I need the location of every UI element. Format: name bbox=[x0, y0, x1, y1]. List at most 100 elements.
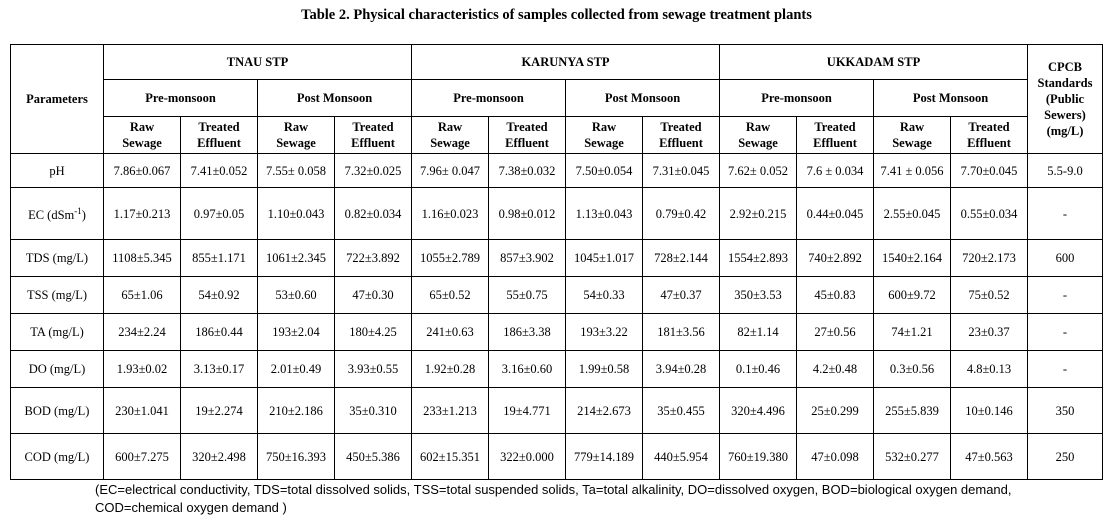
value-cell: 3.94±0.28 bbox=[642, 350, 720, 388]
standards-line: Standards bbox=[1037, 76, 1093, 90]
value-cell: 600±9.72 bbox=[873, 276, 951, 314]
header-plant: TNAU STP bbox=[103, 44, 412, 80]
value-cell: 1.17±0.213 bbox=[103, 187, 181, 240]
parameter-cell: DO (mg/L) bbox=[10, 350, 104, 388]
header-season: Post Monsoon bbox=[257, 79, 412, 117]
value-cell: 0.55±0.034 bbox=[950, 187, 1028, 240]
value-cell: 65±1.06 bbox=[103, 276, 181, 314]
table-row: TDS (mg/L) 1108±5.345 855±1.171 1061±2.3… bbox=[10, 239, 1103, 277]
header-row-sample: Raw Sewage Treated Effluent Raw Sewage Trea… bbox=[11, 116, 1103, 154]
value-cell: 0.97±0.05 bbox=[180, 187, 258, 240]
header-season: Pre-monsoon bbox=[411, 79, 566, 117]
header-parameters: Parameters bbox=[10, 44, 104, 154]
value-cell: 47±0.37 bbox=[642, 276, 720, 314]
parameter-cell: TDS (mg/L) bbox=[10, 239, 104, 277]
value-cell: 320±2.498 bbox=[180, 433, 258, 480]
header-season: Post Monsoon bbox=[873, 79, 1028, 117]
value-cell: 7.41±0.052 bbox=[180, 153, 258, 188]
value-cell: 2.55±0.045 bbox=[873, 187, 951, 240]
value-cell: 600±7.275 bbox=[103, 433, 181, 480]
value-cell: 193±3.22 bbox=[565, 313, 643, 351]
value-cell: 54±0.92 bbox=[180, 276, 258, 314]
value-cell: 0.98±0.012 bbox=[488, 187, 566, 240]
value-cell: 720±2.173 bbox=[950, 239, 1028, 277]
data-table: Parameters TNAU STP KARUNYA STP UKKADAM … bbox=[10, 44, 1103, 480]
value-cell: 82±1.14 bbox=[719, 313, 797, 351]
value-cell: 0.79±0.42 bbox=[642, 187, 720, 240]
table-row: BOD (mg/L) 230±1.041 19±2.274 210±2.186 … bbox=[10, 387, 1103, 434]
value-cell: 210±2.186 bbox=[257, 387, 335, 434]
value-cell: 0.3±0.56 bbox=[873, 350, 951, 388]
header-treated-effluent: Treated Effluent bbox=[796, 116, 874, 154]
value-cell: 750±16.393 bbox=[257, 433, 335, 480]
value-cell: 180±4.25 bbox=[334, 313, 412, 351]
value-cell: 740±2.892 bbox=[796, 239, 874, 277]
value-cell: 255±5.839 bbox=[873, 387, 951, 434]
value-cell: 54±0.33 bbox=[565, 276, 643, 314]
value-cell: 1108±5.345 bbox=[103, 239, 181, 277]
value-cell: 3.93±0.55 bbox=[334, 350, 412, 388]
header-treated-effluent: Treated Effluent bbox=[950, 116, 1028, 154]
header-raw-sewage: Raw Sewage bbox=[257, 116, 335, 154]
value-cell: 45±0.83 bbox=[796, 276, 874, 314]
value-cell: 7.86±0.067 bbox=[103, 153, 181, 188]
value-cell: 3.16±0.60 bbox=[488, 350, 566, 388]
header-raw-sewage: Raw Sewage bbox=[103, 116, 181, 154]
value-cell: 241±0.63 bbox=[411, 313, 489, 351]
standard-cell: 250 bbox=[1027, 433, 1103, 480]
header-season: Pre-monsoon bbox=[103, 79, 258, 117]
header-plant: UKKADAM STP bbox=[719, 44, 1028, 80]
value-cell: 0.82±0.034 bbox=[334, 187, 412, 240]
table-row: DO (mg/L) 1.93±0.02 3.13±0.17 2.01±0.49 … bbox=[10, 350, 1103, 388]
table-row: TA (mg/L) 234±2.24 186±0.44 193±2.04 180… bbox=[10, 313, 1103, 351]
value-cell: 855±1.171 bbox=[180, 239, 258, 277]
value-cell: 2.92±0.215 bbox=[719, 187, 797, 240]
value-cell: 47±0.30 bbox=[334, 276, 412, 314]
value-cell: 35±0.455 bbox=[642, 387, 720, 434]
parameter-cell: BOD (mg/L) bbox=[10, 387, 104, 434]
value-cell: 7.31±0.045 bbox=[642, 153, 720, 188]
standards-line: (mg/L) bbox=[1046, 124, 1084, 138]
value-cell: 350±3.53 bbox=[719, 276, 797, 314]
value-cell: 19±2.274 bbox=[180, 387, 258, 434]
value-cell: 0.1±0.46 bbox=[719, 350, 797, 388]
header-raw-sewage: Raw Sewage bbox=[873, 116, 951, 154]
value-cell: 2.01±0.49 bbox=[257, 350, 335, 388]
value-cell: 4.8±0.13 bbox=[950, 350, 1028, 388]
parameter-cell: TSS (mg/L) bbox=[10, 276, 104, 314]
standards-line: (Public bbox=[1045, 92, 1085, 106]
value-cell: 0.44±0.045 bbox=[796, 187, 874, 240]
value-cell: 23±0.37 bbox=[950, 313, 1028, 351]
parameter-cell: COD (mg/L) bbox=[10, 433, 104, 480]
header-treated-effluent: Treated Effluent bbox=[180, 116, 258, 154]
value-cell: 1045±1.017 bbox=[565, 239, 643, 277]
value-cell: 1.99±0.58 bbox=[565, 350, 643, 388]
value-cell: 1.10±0.043 bbox=[257, 187, 335, 240]
value-cell: 25±0.299 bbox=[796, 387, 874, 434]
value-cell: 35±0.310 bbox=[334, 387, 412, 434]
value-cell: 19±4.771 bbox=[488, 387, 566, 434]
value-cell: 234±2.24 bbox=[103, 313, 181, 351]
table-row: COD (mg/L) 600±7.275 320±2.498 750±16.39… bbox=[10, 433, 1103, 480]
header-row-seasons: Pre-monsoon Post Monsoon Pre-monsoon Pos… bbox=[11, 79, 1103, 117]
standard-cell: 5.5-9.0 bbox=[1027, 153, 1103, 188]
superscript: -1 bbox=[74, 206, 82, 217]
value-cell: 75±0.52 bbox=[950, 276, 1028, 314]
header-season: Pre-monsoon bbox=[719, 79, 874, 117]
table-caption: Table 2. Physical characteristics of sam… bbox=[301, 7, 812, 23]
value-cell: 7.38±0.032 bbox=[488, 153, 566, 188]
value-cell: 7.41 ± 0.056 bbox=[873, 153, 951, 188]
value-cell: 10±0.146 bbox=[950, 387, 1028, 434]
header-raw-sewage: Raw Sewage bbox=[719, 116, 797, 154]
value-cell: 779±14.189 bbox=[565, 433, 643, 480]
value-cell: 7.50±0.054 bbox=[565, 153, 643, 188]
value-cell: 27±0.56 bbox=[796, 313, 874, 351]
value-cell: 7.70±0.045 bbox=[950, 153, 1028, 188]
value-cell: 728±2.144 bbox=[642, 239, 720, 277]
value-cell: 857±3.902 bbox=[488, 239, 566, 277]
table-row: TSS (mg/L) 65±1.06 54±0.92 53±0.60 47±0.… bbox=[10, 276, 1103, 314]
value-cell: 7.55± 0.058 bbox=[257, 153, 335, 188]
value-cell: 186±0.44 bbox=[180, 313, 258, 351]
value-cell: 65±0.52 bbox=[411, 276, 489, 314]
table-row: pH 7.86±0.067 7.41±0.052 7.55± 0.058 7.3… bbox=[10, 153, 1103, 188]
